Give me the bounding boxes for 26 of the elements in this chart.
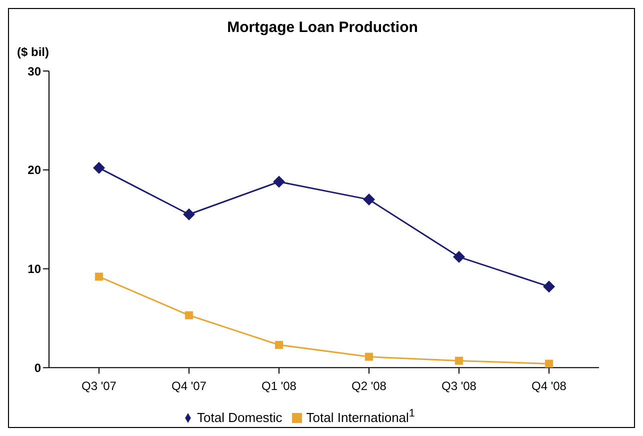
point <box>455 356 463 365</box>
y-tick-label: 30 <box>28 64 42 78</box>
x-tick-label: Q3 '07 <box>82 379 117 394</box>
legend-label: Total Domestic <box>197 410 282 425</box>
point <box>185 311 193 320</box>
legend-label: Total International$^{1}$ <box>306 408 415 425</box>
x-tick-label: Q4 '07 <box>172 379 207 394</box>
y-axis-title: ($ bil) <box>17 45 49 59</box>
chart-title: Mortgage Loan Production <box>226 19 419 36</box>
y-tick-label: 20 <box>28 163 42 178</box>
x-tick-label: Q1 '08 <box>262 379 297 394</box>
point <box>365 352 373 361</box>
x-tick-label: Q4 '08 <box>532 379 567 394</box>
y-tick-label: 10 <box>28 262 42 276</box>
point <box>453 250 465 263</box>
point <box>275 340 283 349</box>
x-tick-label: Q3 '08 <box>442 379 477 394</box>
point <box>545 360 553 368</box>
point <box>363 194 375 206</box>
point <box>183 208 195 220</box>
x-tick-label: Q2 '08 <box>352 379 387 394</box>
point <box>95 272 103 281</box>
point <box>273 176 285 188</box>
point <box>543 280 555 293</box>
y-tick-label: 0 <box>34 360 42 375</box>
point <box>93 162 105 174</box>
